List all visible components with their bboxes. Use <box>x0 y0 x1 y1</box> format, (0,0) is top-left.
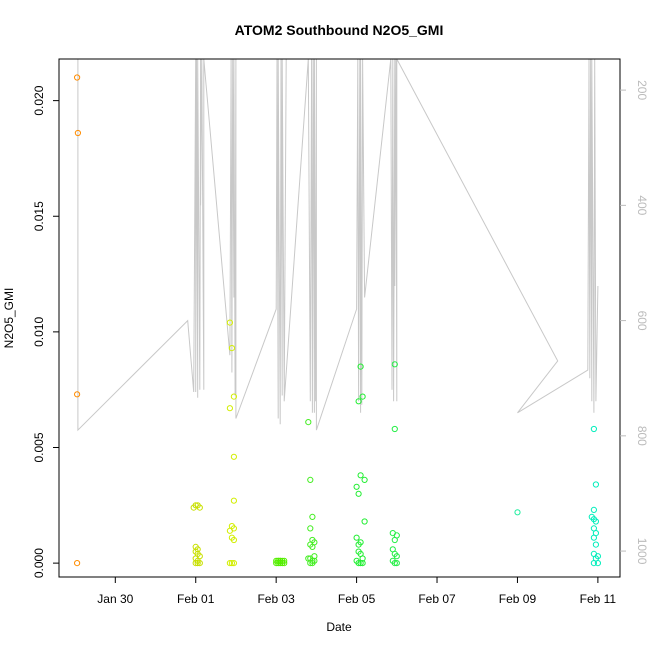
data-point <box>228 560 235 567</box>
y2-axis: 200 400 600 800 1000 <box>620 80 649 565</box>
x-tick-label: Feb 07 <box>418 592 456 606</box>
data-point <box>361 518 368 525</box>
data-point <box>391 560 398 567</box>
data-point <box>74 560 81 567</box>
data-point <box>74 391 81 398</box>
y2-tick-label: 400 <box>635 195 649 215</box>
y-tick-label: 0.020 <box>32 85 46 115</box>
y-tick-label: 0.000 <box>32 548 46 578</box>
data-point <box>594 560 602 567</box>
data-point <box>309 560 316 567</box>
data-point <box>393 560 400 567</box>
x-tick-label: Feb 05 <box>338 592 376 606</box>
data-point <box>226 560 233 567</box>
data-point <box>226 405 233 412</box>
data-point <box>357 560 364 567</box>
data-point <box>192 560 199 567</box>
data-point <box>74 129 82 137</box>
data-point <box>592 541 600 548</box>
data-point <box>590 560 598 567</box>
data-point <box>309 543 316 551</box>
data-point <box>361 476 368 483</box>
data-point <box>74 74 81 81</box>
chart-title: ATOM2 Southbound N2O5_GMI <box>235 22 444 38</box>
y-axis-label: N2O5_GMI <box>2 288 16 349</box>
data-point <box>196 560 203 567</box>
x-tick-label: Feb 11 <box>580 592 617 606</box>
y-axis: 0.000 0.005 0.010 0.015 0.020 <box>32 85 59 578</box>
x-tick-label: Feb 03 <box>257 592 295 606</box>
data-point <box>355 490 362 497</box>
data-point <box>275 557 282 564</box>
data-point <box>359 560 366 567</box>
data-point <box>228 345 235 352</box>
plot-frame <box>58 58 621 578</box>
data-point <box>230 560 237 567</box>
data-point <box>391 361 398 368</box>
y-tick-label: 0.015 <box>32 201 46 231</box>
data-point <box>590 534 598 541</box>
data-point <box>226 527 233 534</box>
data-point <box>353 483 360 490</box>
x-axis-label: Date <box>326 620 352 634</box>
data-point <box>355 398 362 405</box>
data-point <box>353 534 360 541</box>
data-point <box>592 518 600 525</box>
data-point <box>305 419 312 426</box>
data-point <box>359 393 366 400</box>
data-point <box>194 560 201 567</box>
data-point <box>226 319 233 326</box>
y-tick-label: 0.005 <box>32 432 46 462</box>
y-tick-label: 0.010 <box>32 317 46 347</box>
data-point <box>307 476 314 483</box>
data-point <box>230 453 237 460</box>
pressure-line <box>77 58 599 432</box>
data-points-layer <box>74 74 602 567</box>
y2-tick-label: 600 <box>635 311 649 331</box>
data-point <box>357 363 364 370</box>
data-point <box>391 536 398 544</box>
data-point <box>355 560 362 567</box>
y2-tick-label: 1000 <box>635 538 649 565</box>
data-point <box>590 506 598 513</box>
y2-tick-label: 800 <box>635 426 649 446</box>
pressure-line-layer <box>77 58 599 432</box>
data-point <box>357 539 364 546</box>
data-point <box>391 425 398 433</box>
data-point <box>514 509 521 516</box>
x-tick-label: Feb 01 <box>177 592 215 606</box>
y2-tick-label: 200 <box>635 80 649 100</box>
data-point <box>307 525 314 532</box>
x-axis: Jan 30 Feb 01 Feb 03 Feb 05 Feb 07 Feb 09 Feb … <box>97 577 616 606</box>
data-point <box>309 513 316 521</box>
data-point <box>230 497 237 504</box>
data-point <box>590 425 598 433</box>
data-point <box>592 481 600 488</box>
x-tick-label: Jan 30 <box>97 592 133 606</box>
data-point <box>393 553 400 560</box>
data-point <box>230 536 237 544</box>
x-tick-label: Feb 09 <box>499 592 537 606</box>
data-point <box>307 560 314 567</box>
data-point <box>196 504 203 511</box>
data-point <box>357 472 364 479</box>
data-point <box>230 393 237 400</box>
data-point <box>277 557 284 564</box>
